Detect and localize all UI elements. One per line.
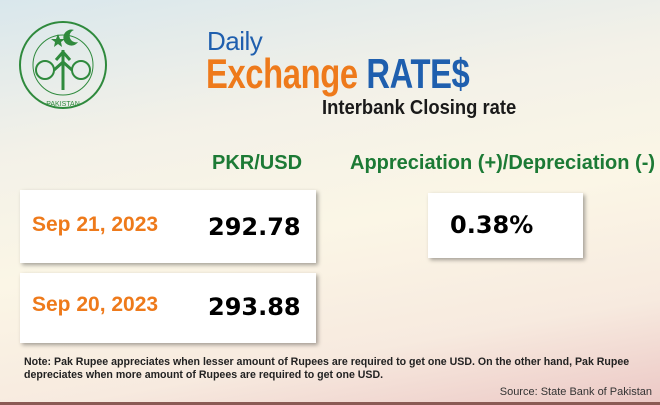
row-rate: 293.88 <box>208 293 301 321</box>
change-value: 0.38% <box>450 211 534 239</box>
header-subtitle: Interbank Closing rate <box>322 97 517 119</box>
column-header-change: Appreciation (+)/Depreciation (-) <box>350 152 656 174</box>
change-box: 0.38% <box>428 193 583 258</box>
footnote: Note: Pak Rupee appreciates when lesser … <box>24 356 630 381</box>
header-daily: Daily <box>207 26 263 56</box>
state-bank-logo: PAKISTAN <box>19 21 107 109</box>
title-rates: RATE$ <box>366 50 470 97</box>
row-date: Sep 20, 2023 <box>32 293 159 316</box>
rate-row: Sep 20, 2023 293.88 <box>20 273 316 343</box>
rate-row: Sep 21, 2023 292.78 <box>20 190 316 263</box>
row-rate: 292.78 <box>208 213 301 241</box>
header-title: Exchange RATE$ <box>206 50 470 98</box>
row-date: Sep 21, 2023 <box>32 213 159 236</box>
column-header-rate: PKR/USD <box>212 152 303 174</box>
source: Source: State Bank of Pakistan <box>499 386 652 398</box>
svg-text:PAKISTAN: PAKISTAN <box>46 101 80 108</box>
title-exchange: Exchange <box>206 50 358 97</box>
